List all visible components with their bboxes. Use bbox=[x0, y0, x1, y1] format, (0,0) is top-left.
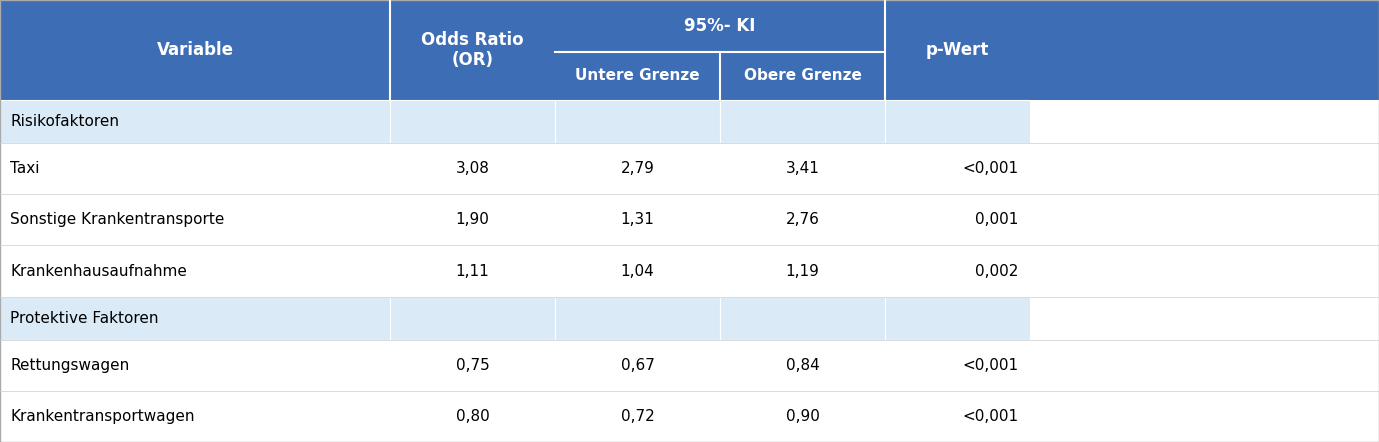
Bar bbox=[720, 100, 885, 143]
Bar bbox=[885, 297, 1030, 339]
Bar bbox=[720, 339, 885, 391]
Text: 1,90: 1,90 bbox=[455, 212, 490, 227]
Text: 2,79: 2,79 bbox=[621, 161, 655, 176]
Bar bbox=[390, 391, 554, 442]
Bar bbox=[720, 194, 885, 245]
Bar bbox=[0, 143, 390, 194]
Bar bbox=[720, 391, 885, 442]
Text: Taxi: Taxi bbox=[10, 161, 40, 176]
Text: Krankentransportwagen: Krankentransportwagen bbox=[10, 409, 194, 424]
Bar bbox=[390, 194, 554, 245]
Text: Rettungswagen: Rettungswagen bbox=[10, 358, 130, 373]
Bar bbox=[554, 339, 720, 391]
Bar bbox=[390, 297, 554, 339]
Text: 0,80: 0,80 bbox=[455, 409, 490, 424]
Bar bbox=[554, 297, 720, 339]
Bar bbox=[390, 100, 554, 143]
Bar bbox=[885, 143, 1030, 194]
Text: 0,002: 0,002 bbox=[975, 263, 1018, 278]
Bar bbox=[0, 194, 390, 245]
Text: 3,41: 3,41 bbox=[786, 161, 819, 176]
Text: 3,08: 3,08 bbox=[455, 161, 490, 176]
Bar bbox=[554, 143, 720, 194]
Bar bbox=[885, 245, 1030, 297]
Text: Variable: Variable bbox=[156, 41, 233, 59]
Text: <0,001: <0,001 bbox=[963, 409, 1018, 424]
Text: Protektive Faktoren: Protektive Faktoren bbox=[10, 311, 159, 326]
Text: Sonstige Krankentransporte: Sonstige Krankentransporte bbox=[10, 212, 225, 227]
Text: 1,31: 1,31 bbox=[621, 212, 655, 227]
Text: <0,001: <0,001 bbox=[963, 358, 1018, 373]
Bar bbox=[390, 143, 554, 194]
Text: Untere Grenze: Untere Grenze bbox=[575, 69, 699, 84]
Bar bbox=[0, 245, 390, 297]
Text: Odds Ratio
(OR): Odds Ratio (OR) bbox=[421, 30, 524, 69]
Text: 95%- KI: 95%- KI bbox=[684, 17, 756, 35]
Text: 1,04: 1,04 bbox=[621, 263, 655, 278]
Bar bbox=[0, 297, 390, 339]
Bar bbox=[0, 339, 390, 391]
Bar bbox=[0, 391, 390, 442]
Text: 0,84: 0,84 bbox=[786, 358, 819, 373]
Bar bbox=[885, 391, 1030, 442]
Bar bbox=[720, 245, 885, 297]
Text: 0,72: 0,72 bbox=[621, 409, 655, 424]
Bar bbox=[554, 245, 720, 297]
Bar bbox=[720, 297, 885, 339]
Bar bbox=[554, 391, 720, 442]
Text: 1,11: 1,11 bbox=[455, 263, 490, 278]
Bar bbox=[885, 100, 1030, 143]
Bar bbox=[885, 194, 1030, 245]
Text: Krankenhausaufnahme: Krankenhausaufnahme bbox=[10, 263, 188, 278]
Text: 0,75: 0,75 bbox=[455, 358, 490, 373]
Bar bbox=[554, 100, 720, 143]
Text: 2,76: 2,76 bbox=[786, 212, 819, 227]
Text: <0,001: <0,001 bbox=[963, 161, 1018, 176]
Bar bbox=[885, 339, 1030, 391]
Text: 0,001: 0,001 bbox=[975, 212, 1018, 227]
Bar bbox=[390, 339, 554, 391]
Bar bbox=[554, 194, 720, 245]
Text: p-Wert: p-Wert bbox=[925, 41, 989, 59]
Bar bbox=[0, 0, 1379, 100]
Bar bbox=[390, 245, 554, 297]
Text: 1,19: 1,19 bbox=[786, 263, 819, 278]
Bar bbox=[0, 100, 390, 143]
Text: Obere Grenze: Obere Grenze bbox=[743, 69, 862, 84]
Text: 0,67: 0,67 bbox=[621, 358, 655, 373]
Text: 0,90: 0,90 bbox=[786, 409, 819, 424]
Text: Risikofaktoren: Risikofaktoren bbox=[10, 114, 119, 129]
Bar bbox=[720, 143, 885, 194]
